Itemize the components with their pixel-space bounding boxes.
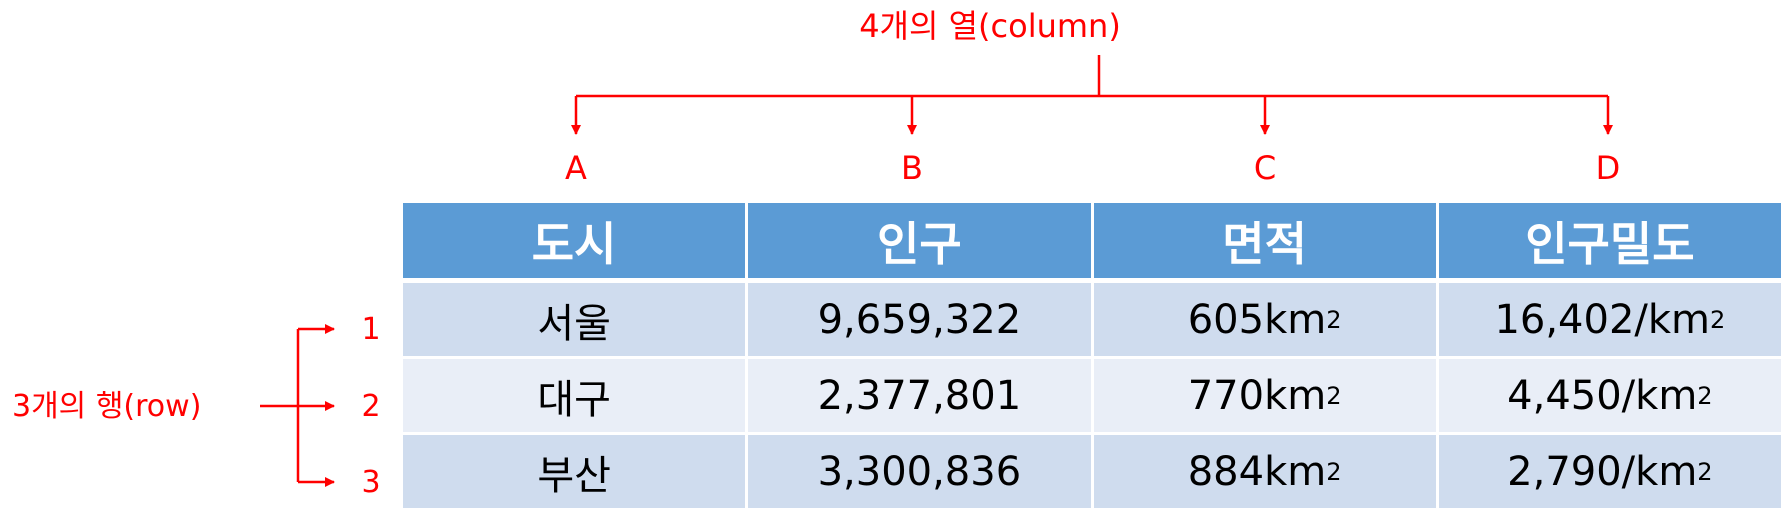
column-letter-b: B [901,149,923,187]
cell-area: 605km 2 [1093,283,1439,359]
row-number-2: 2 [361,389,381,424]
row-annotation-title: 3개의 행(row) [12,389,202,424]
cell-area: 770km 2 [1093,359,1439,435]
cell-population: 3,300,836 [748,435,1094,511]
cell-population: 2,377,801 [748,359,1094,435]
column-letter-d: D [1595,149,1621,187]
table-row: 부산 3,300,836 884km 2 2,790/km 2 [403,435,1781,511]
column-letter-a: A [565,149,587,187]
city-table: 도시 인구 면적 인구밀도 서울 9,659,322 605km 2 16,402… [403,203,1781,511]
column-letter-c: C [1253,149,1277,187]
row-number-1: 1 [361,312,381,347]
header-population: 인구 [748,203,1094,283]
table-header-row: 도시 인구 면적 인구밀도 [403,203,1781,283]
cell-area: 884km 2 [1093,435,1439,511]
header-density: 인구밀도 [1438,203,1781,283]
column-annotation-title: 4개의 열(column) [859,7,1121,45]
cell-population: 9,659,322 [748,283,1094,359]
cell-city: 부산 [403,435,749,511]
row-number-3: 3 [361,465,381,500]
cell-city: 서울 [403,283,749,359]
cell-density: 2,790/km 2 [1438,435,1781,511]
cell-density: 16,402/km 2 [1438,283,1781,359]
header-city: 도시 [403,203,749,283]
cell-density: 4,450/km 2 [1438,359,1781,435]
table-row: 대구 2,377,801 770km 2 4,450/km 2 [403,359,1781,435]
header-area: 면적 [1093,203,1439,283]
column-bracket [571,55,1613,135]
table-row: 서울 9,659,322 605km 2 16,402/km 2 [403,283,1781,359]
row-bracket [260,324,335,487]
cell-city: 대구 [403,359,749,435]
